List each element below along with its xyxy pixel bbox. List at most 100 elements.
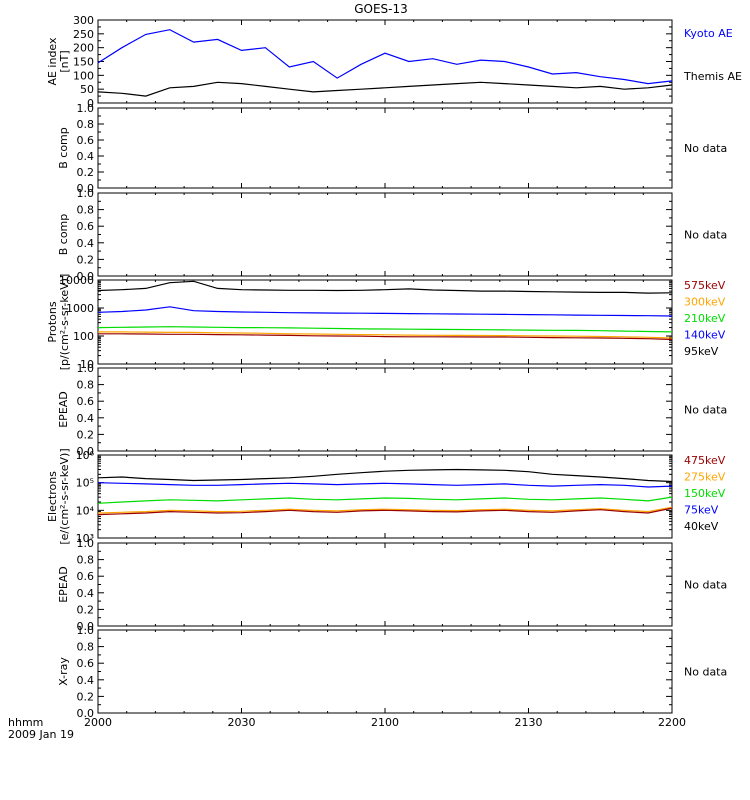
- legend-entry: 150keV: [684, 487, 726, 500]
- series-line-150kev: [97, 496, 673, 504]
- y-tick-label: 0.2: [77, 166, 95, 179]
- y-tick-label: 1000: [66, 302, 94, 315]
- y-axis-label: B comp: [57, 127, 70, 169]
- series-line-275kev: [97, 506, 673, 514]
- panel-frame: [97, 367, 673, 452]
- y-tick-label: 0.8: [77, 379, 95, 392]
- y-tick-label: 10000: [59, 274, 94, 287]
- x-tick-label: 2200: [658, 716, 686, 729]
- y-tick-label: 0.0: [77, 445, 95, 458]
- y-tick-label: 0.0: [77, 270, 95, 283]
- panel-4: 10 100 1000 10000 Protons [p/(cm²-s-sr-keV)] 5…: [46, 274, 726, 371]
- y-tick-label: 0.0: [77, 620, 95, 633]
- legend-entry: 95keV: [684, 345, 719, 358]
- y-axis-label: EPEAD: [57, 391, 70, 428]
- y-axis-label: AE index: [46, 37, 59, 86]
- series-line-140kev: [97, 306, 673, 317]
- x-tick-label: 2000: [84, 716, 112, 729]
- panel-5: 0.0 0.2 0.4 0.6 0.8 1.0 EPEAD No data: [57, 362, 727, 458]
- time-axis-unit-label: hhmm: [8, 716, 43, 729]
- y-tick-label: 0.4: [77, 674, 95, 687]
- panel-6: 10³ 10⁴ 10⁵ 10⁶ Electrons [e/(cm²-s-sr-keV)] 4…: [46, 448, 726, 545]
- y-tick-label: 10⁴: [76, 504, 95, 517]
- panel-frame: [97, 454, 673, 539]
- y-tick-label: 0.8: [77, 641, 95, 654]
- y-tick-label: 150: [73, 56, 94, 69]
- y-tick-label: 0.8: [77, 204, 95, 217]
- y-tick-label: 100: [73, 69, 94, 82]
- series-line-210kev: [97, 326, 673, 333]
- y-axis-label: Protons: [46, 301, 59, 342]
- series-line-40kev: [97, 468, 673, 483]
- series-line-themis-ae: [97, 81, 673, 97]
- y-tick-label: 0.6: [77, 657, 95, 670]
- y-axis-label: [nT]: [58, 50, 71, 72]
- panel-2: 0.0 0.2 0.4 0.6 0.8 1.0 B comp No data: [57, 102, 727, 195]
- y-tick-label: 10⁶: [76, 449, 95, 462]
- series-line-95kev: [97, 280, 673, 294]
- legend-entry: 475keV: [684, 454, 726, 467]
- series-line-575kev: [98, 333, 673, 341]
- no-data-note: No data: [684, 404, 727, 417]
- panel-frame: [97, 192, 673, 277]
- y-tick-label: 0.2: [77, 690, 95, 703]
- y-axis-label: B comp: [57, 214, 70, 256]
- y-tick-label: 10⁵: [76, 477, 94, 490]
- y-tick-label: 0.6: [77, 570, 95, 583]
- x-tick-label: 2130: [515, 716, 543, 729]
- y-tick-label: 1.0: [77, 362, 95, 375]
- legend-entry: Themis AE: [683, 70, 742, 83]
- y-tick-label: 0.0: [77, 707, 95, 720]
- panel-7: 0.0 0.2 0.4 0.6 0.8 1.0 EPEAD No data: [57, 537, 727, 633]
- legend-entry: 140keV: [684, 329, 726, 342]
- legend-entry: 575keV: [684, 279, 726, 292]
- panel-frame: [97, 542, 673, 627]
- y-tick-label: 0.6: [77, 395, 95, 408]
- y-tick-label: 0.6: [77, 134, 95, 147]
- y-tick-label: 0.8: [77, 554, 95, 567]
- y-tick-label: 1.0: [77, 187, 95, 200]
- panel-frame: [97, 107, 673, 189]
- legend-entry: 40keV: [684, 520, 719, 533]
- y-axis-label: [p/(cm²-s-sr-keV)]: [58, 274, 71, 371]
- y-tick-label: 300: [73, 14, 94, 27]
- x-tick-label: 2100: [371, 716, 399, 729]
- y-tick-label: 0.2: [77, 253, 95, 266]
- no-data-note: No data: [684, 666, 727, 679]
- y-tick-label: 1.0: [77, 624, 95, 637]
- y-tick-label: 200: [73, 42, 94, 55]
- y-axis-label: X-ray: [57, 657, 70, 686]
- y-tick-label: 0.4: [77, 412, 95, 425]
- panel-frame: [97, 19, 673, 104]
- series-line-kyoto-ae: [97, 29, 673, 85]
- series-line-75kev: [97, 482, 673, 488]
- y-tick-label: 0.0: [77, 182, 95, 195]
- y-tick-label: 10³: [76, 532, 94, 545]
- y-tick-label: 50: [80, 83, 94, 96]
- y-tick-label: 1.0: [77, 537, 95, 550]
- legend-entry: 300keV: [684, 296, 726, 309]
- y-tick-label: 0.4: [77, 237, 95, 250]
- x-tick-label: 2030: [228, 716, 256, 729]
- legend-entry: 75keV: [684, 504, 719, 517]
- y-tick-label: 0.4: [77, 150, 95, 163]
- y-tick-label: 100: [73, 330, 94, 343]
- y-tick-label: 0.2: [77, 603, 95, 616]
- y-tick-label: 10: [80, 358, 94, 371]
- legend-entry: 210keV: [684, 312, 726, 325]
- y-axis-label: [e/(cm²-s-sr-keV)]: [58, 448, 71, 544]
- panel-frame: [97, 629, 673, 714]
- series-line-475kev: [97, 507, 673, 516]
- y-tick-label: 0: [87, 97, 94, 110]
- legend-entry: 275keV: [684, 471, 726, 484]
- y-tick-label: 1.0: [77, 102, 95, 115]
- y-tick-label: 0.6: [77, 220, 95, 233]
- y-axis-label: Electrons: [46, 471, 59, 522]
- y-tick-label: 250: [73, 28, 94, 41]
- no-data-note: No data: [684, 579, 727, 592]
- y-tick-label: 0.8: [77, 118, 95, 131]
- y-axis-label: EPEAD: [57, 566, 70, 603]
